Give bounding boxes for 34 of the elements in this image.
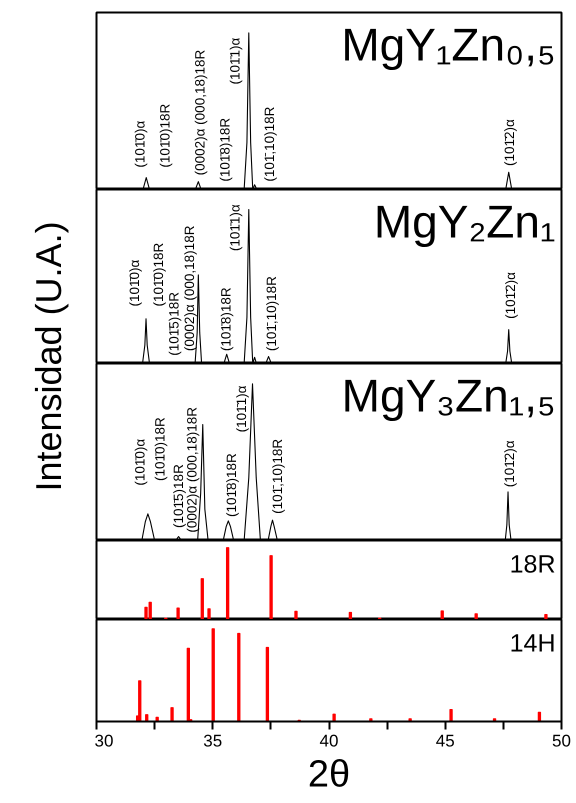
annotation: (101̄0)18R xyxy=(151,242,166,307)
annotation: (101̄,10)18R xyxy=(264,276,279,352)
x-axis-title: 2θ xyxy=(308,754,350,796)
annotation: (101̄5)18R xyxy=(171,464,186,528)
chart-title: 14H xyxy=(510,630,556,658)
annotation: (101̄0)α xyxy=(132,120,148,168)
annotation: (101̄,10)18R xyxy=(262,106,278,182)
annotation: (101̄8)18R xyxy=(217,118,232,182)
annotation: (101̄1)α xyxy=(227,38,242,85)
x-tick-label: 45 xyxy=(436,732,455,750)
annotation: (101̄2)α xyxy=(502,118,518,166)
annotation: (101̄0)18R xyxy=(158,104,173,168)
chart-title: 18R xyxy=(510,550,556,578)
annotation: (101̄0)α xyxy=(132,438,148,486)
y-axis-title: Intensidad (U.A.) xyxy=(28,221,69,492)
chart-title: MgY₂Zn₁ xyxy=(374,196,556,248)
annotation: (101̄1)α xyxy=(227,204,242,252)
annotation: (0002)α (000,18)18R xyxy=(182,225,197,352)
chart-title: MgY₃Zn₁,₅ xyxy=(342,370,556,422)
x-tick-label: 35 xyxy=(203,732,222,750)
chart-title: MgY₁Zn₀,₅ xyxy=(341,18,556,70)
annotation: (101̄8)18R xyxy=(224,452,240,518)
annotation: (101̄2)α xyxy=(502,440,518,488)
annotation: (101̄2)α xyxy=(502,272,518,319)
annotation: (101̄,10)18R xyxy=(270,438,285,514)
annotation: (101̄8)18R xyxy=(218,287,234,352)
annotation: (0002)α (000,18)18R xyxy=(192,50,208,176)
annotation: (101̄5)18R xyxy=(166,292,182,356)
x-tick-label: 50 xyxy=(552,732,571,750)
x-tick-label: 40 xyxy=(320,732,338,750)
annotation: (101̄0)18R xyxy=(152,416,168,481)
annotation: (101̄0)α xyxy=(127,260,142,307)
annotation: (101̄1)α xyxy=(234,385,250,432)
x-tick-label: 30 xyxy=(94,732,114,750)
